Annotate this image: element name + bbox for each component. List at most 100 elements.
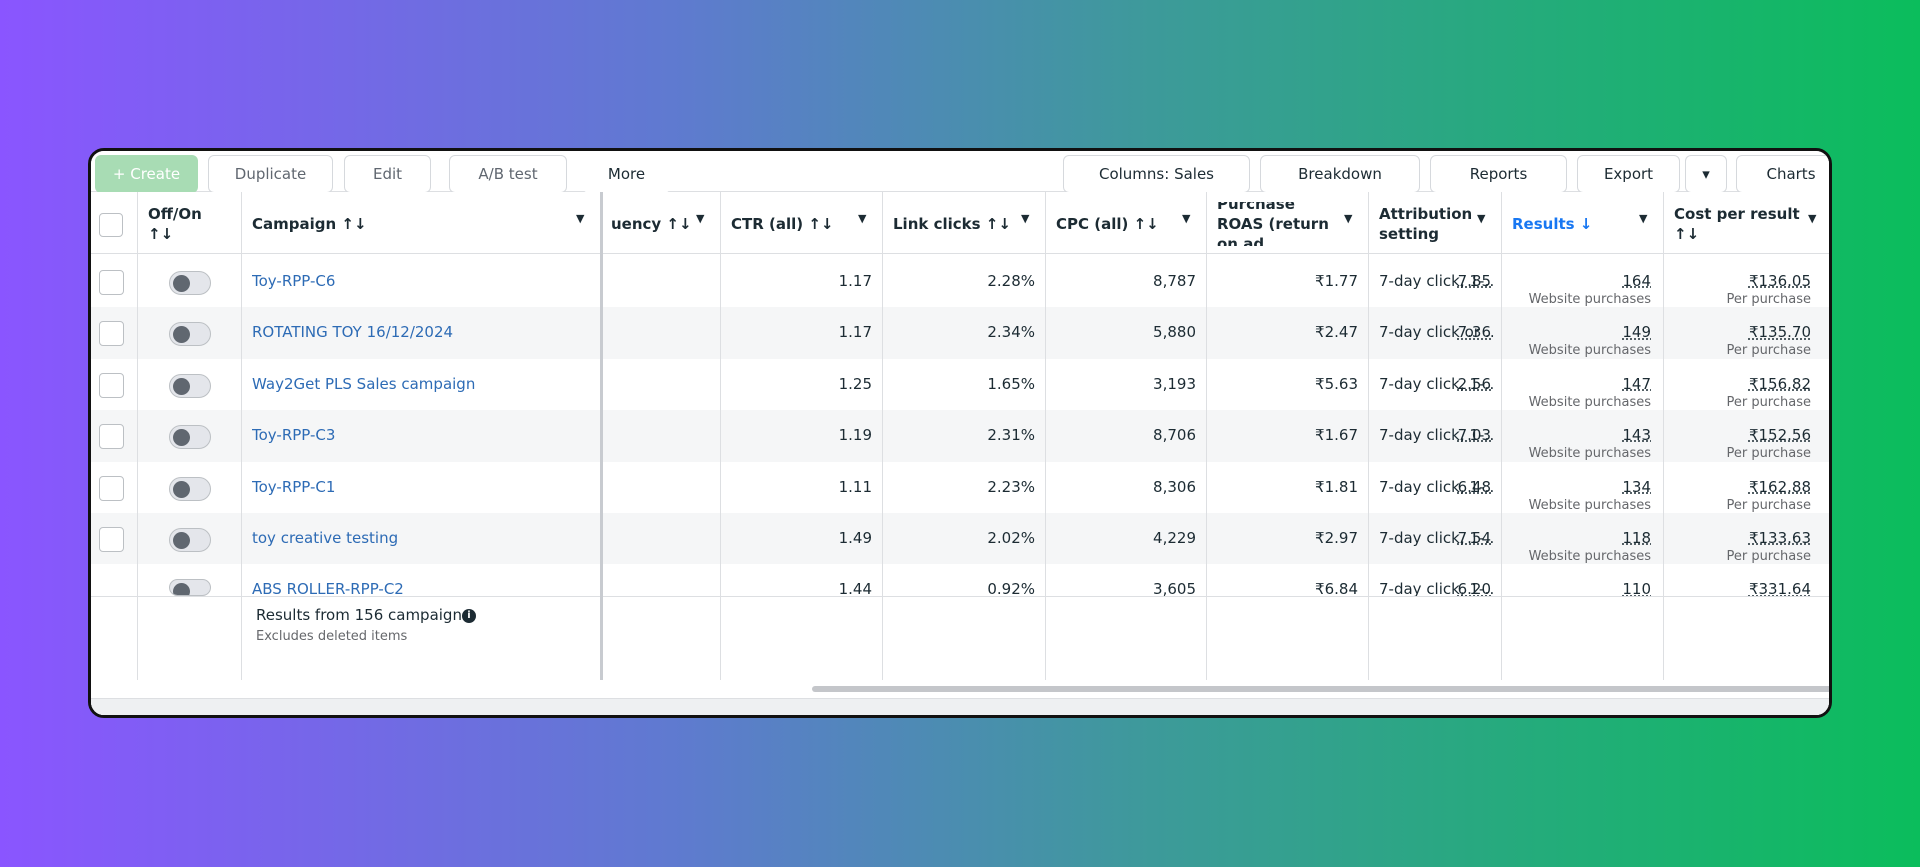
toggle[interactable]	[169, 425, 211, 450]
column-header[interactable]: Results ↓	[1512, 215, 1593, 233]
cell-value: 8,787	[1153, 272, 1196, 290]
attribution-cell: 7-day click, 1-…	[1379, 374, 1495, 393]
results-value: 164	[1622, 272, 1651, 290]
cell-value: 1.25	[838, 374, 872, 393]
results-sublabel: Website purchases	[1528, 549, 1651, 564]
column-header[interactable]: Cost per result ↑↓	[1674, 205, 1800, 243]
attribution-cell: 7-day click or …	[1379, 323, 1495, 342]
row-checkbox[interactable]	[99, 270, 124, 295]
toggle-knob	[173, 429, 190, 447]
dropdown-button[interactable]: ▾	[1685, 155, 1727, 193]
sort-arrow: ▼	[696, 212, 705, 225]
results-sublabel: Website purchases	[1528, 343, 1651, 359]
toggle-knob	[173, 275, 190, 292]
results-value: 134	[1622, 477, 1651, 496]
info-icon: i	[462, 609, 476, 623]
toolbar-button[interactable]: Charts	[1736, 155, 1829, 193]
results-value: 147	[1622, 374, 1651, 393]
table-row	[91, 256, 1829, 308]
campaign-link[interactable]: Way2Get PLS Sales campaign	[252, 374, 476, 393]
cell-value: ₹1.67	[1315, 426, 1358, 445]
header-row	[91, 192, 1829, 254]
toolbar-button[interactable]: Export	[1577, 155, 1680, 193]
campaign-link[interactable]: Toy-RPP-C6	[252, 272, 336, 290]
cell-value: 1.19	[838, 426, 872, 445]
column-divider	[137, 192, 138, 680]
cell-value: 6.48	[1457, 477, 1491, 496]
campaign-link[interactable]: Toy-RPP-C3	[252, 426, 336, 445]
toolbar-button[interactable]: Columns: Sales	[1063, 155, 1250, 193]
results-sublabel: Website purchases	[1528, 446, 1651, 462]
toolbar-button[interactable]: Breakdown	[1260, 155, 1420, 193]
table-row	[91, 564, 1829, 596]
toggle[interactable]	[169, 373, 211, 398]
toggle[interactable]	[169, 271, 211, 295]
cell-value: 7.36	[1457, 323, 1491, 342]
results-sublabel: Website purchases	[1528, 394, 1651, 410]
results-value: 110	[1622, 580, 1651, 599]
toggle[interactable]	[169, 579, 211, 596]
attribution-cell: 7-day click, 1-…	[1379, 272, 1495, 290]
footer-title: Results from 156 campaigns	[256, 606, 470, 624]
column-header[interactable]: Attribution setting	[1379, 205, 1473, 243]
attribution-cell: 7-day click, 1-…	[1379, 426, 1495, 445]
toolbar-button[interactable]: + Create	[95, 155, 198, 193]
cost-sublabel: Per purchase	[1726, 549, 1811, 564]
toggle[interactable]	[169, 528, 211, 552]
toolbar-button[interactable]: More	[583, 155, 670, 193]
row-checkbox[interactable]	[99, 321, 124, 347]
toolbar-button[interactable]: Reports	[1430, 155, 1567, 193]
cell-value: 7.03	[1457, 426, 1491, 445]
toolbar-button[interactable]: Duplicate	[208, 155, 333, 193]
toggle-knob	[173, 377, 190, 395]
row-checkbox[interactable]	[99, 527, 124, 552]
cell-value: 2.56	[1457, 374, 1491, 393]
cell-value: 1.17	[838, 323, 872, 342]
toggle-knob	[173, 480, 190, 498]
row-checkbox[interactable]	[99, 424, 124, 450]
table-row	[91, 513, 1829, 565]
column-header[interactable]: Link clicks ↑↓	[893, 215, 1011, 233]
results-value: 149	[1622, 323, 1651, 342]
cost-value: ₹133.63	[1748, 529, 1811, 547]
column-header[interactable]: CPC (all) ↑↓	[1056, 215, 1159, 233]
row-checkbox[interactable]	[99, 372, 124, 398]
header-checkbox[interactable]	[99, 213, 123, 237]
toolbar-button[interactable]: Edit	[344, 155, 431, 193]
column-header[interactable]: Campaign ↑↓	[252, 215, 367, 233]
cell-value: 7.54	[1457, 529, 1491, 547]
column-header[interactable]: uency ↑↓	[611, 215, 692, 233]
footer	[91, 596, 1829, 715]
column-header[interactable]: Off/On ↑↓	[148, 205, 202, 243]
cost-sublabel: Per purchase	[1726, 394, 1811, 410]
sort-arrow: ▼	[1344, 212, 1353, 225]
cost-sublabel: Per purchase	[1726, 497, 1811, 513]
column-divider	[241, 192, 242, 680]
cell-value: ₹2.97	[1315, 529, 1358, 547]
toggle[interactable]	[169, 322, 211, 347]
column-divider	[882, 192, 883, 680]
sort-arrow: ▼	[1477, 212, 1486, 225]
column-divider	[600, 192, 603, 680]
toolbar-button[interactable]: A/B test	[449, 155, 567, 193]
row-checkbox[interactable]	[99, 475, 124, 501]
results-sublabel: Website purchases	[1528, 292, 1651, 307]
sort-arrow: ▼	[1808, 212, 1817, 225]
table-row	[91, 358, 1829, 411]
campaign-link[interactable]: toy creative testing	[252, 529, 399, 547]
cell-value: 2.28%	[987, 272, 1035, 290]
column-header[interactable]: CTR (all) ↑↓	[731, 215, 834, 233]
campaign-link[interactable]: ROTATING TOY 16/12/2024	[252, 323, 454, 342]
scrollbar-thumb	[812, 686, 1829, 692]
campaign-link[interactable]: ABS ROLLER-RPP-C2	[252, 580, 404, 599]
campaign-link[interactable]: Toy-RPP-C1	[252, 477, 336, 496]
table-row	[91, 307, 1829, 359]
cost-value: ₹152.56	[1748, 426, 1811, 445]
cell-value: 6.20	[1457, 580, 1491, 599]
column-header[interactable]: Purchase ROAS (return on ad…	[1217, 202, 1329, 246]
table-row	[91, 461, 1829, 513]
cost-value: ₹156.82	[1748, 374, 1811, 393]
cost-value: ₹136.05	[1748, 272, 1811, 290]
toggle[interactable]	[169, 476, 211, 501]
cell-value: 8,306	[1153, 477, 1196, 496]
